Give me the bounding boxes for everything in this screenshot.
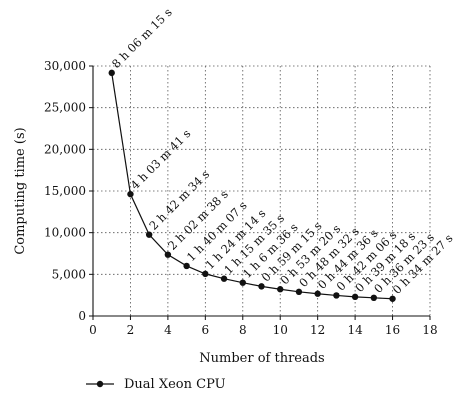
- data-point: [277, 286, 284, 293]
- data-point: [220, 275, 228, 282]
- y-tick-label: 20,000: [44, 142, 86, 156]
- series-line: [111, 72, 393, 300]
- x-tick-label: 10: [273, 323, 288, 337]
- x-tick-label: 8: [239, 323, 247, 337]
- x-axis-label: Number of threads: [199, 351, 324, 366]
- data-point: [258, 283, 265, 290]
- ticks-layer: 0 5,000 10,000 15,000 20,000 25,000 30,000 0 2 4 6…: [44, 59, 438, 337]
- y-tick-label: 30,000: [44, 59, 86, 73]
- data-labels-layer: 8 h 06 m 15 s4 h 03 m 41 s2 h 42 m 34 s2…: [109, 5, 456, 297]
- data-point: [127, 190, 134, 198]
- data-label: 8 h 06 m 15 s: [109, 5, 175, 71]
- data-point: [183, 262, 190, 270]
- data-point: [164, 251, 172, 258]
- data-point: [295, 288, 303, 296]
- y-tick-label: 5,000: [52, 267, 86, 281]
- data-point: [314, 290, 321, 297]
- x-tick-label: 0: [89, 323, 97, 337]
- legend: Dual Xeon CPU: [86, 377, 226, 392]
- x-tick-label: 4: [164, 323, 172, 337]
- x-tick-label: 6: [202, 323, 210, 337]
- series-layer: [108, 69, 396, 302]
- data-point: [202, 270, 209, 278]
- data-point: [389, 295, 396, 302]
- x-tick-label: 2: [127, 323, 135, 337]
- x-tick-label: 16: [385, 323, 400, 337]
- data-point: [351, 293, 359, 301]
- data-point: [239, 279, 246, 286]
- data-point: [108, 69, 115, 77]
- y-tick-label: 15,000: [44, 184, 86, 198]
- y-tick-label: 0: [78, 309, 86, 323]
- data-point: [370, 294, 378, 302]
- y-tick-label: 25,000: [44, 101, 86, 115]
- data-point: [145, 231, 153, 238]
- legend-marker-swatch: [96, 380, 104, 388]
- data-label: 4 h 03 m 41 s: [128, 126, 194, 192]
- data-point: [333, 292, 340, 299]
- y-tick-label: 10,000: [44, 226, 86, 240]
- x-tick-label: 18: [422, 323, 437, 337]
- y-axis-label: Computing time (s): [13, 127, 28, 254]
- x-tick-label: 12: [310, 323, 325, 337]
- x-tick-label: 14: [347, 323, 363, 337]
- legend-entry-dual-xeon-cpu: Dual Xeon CPU: [124, 377, 226, 392]
